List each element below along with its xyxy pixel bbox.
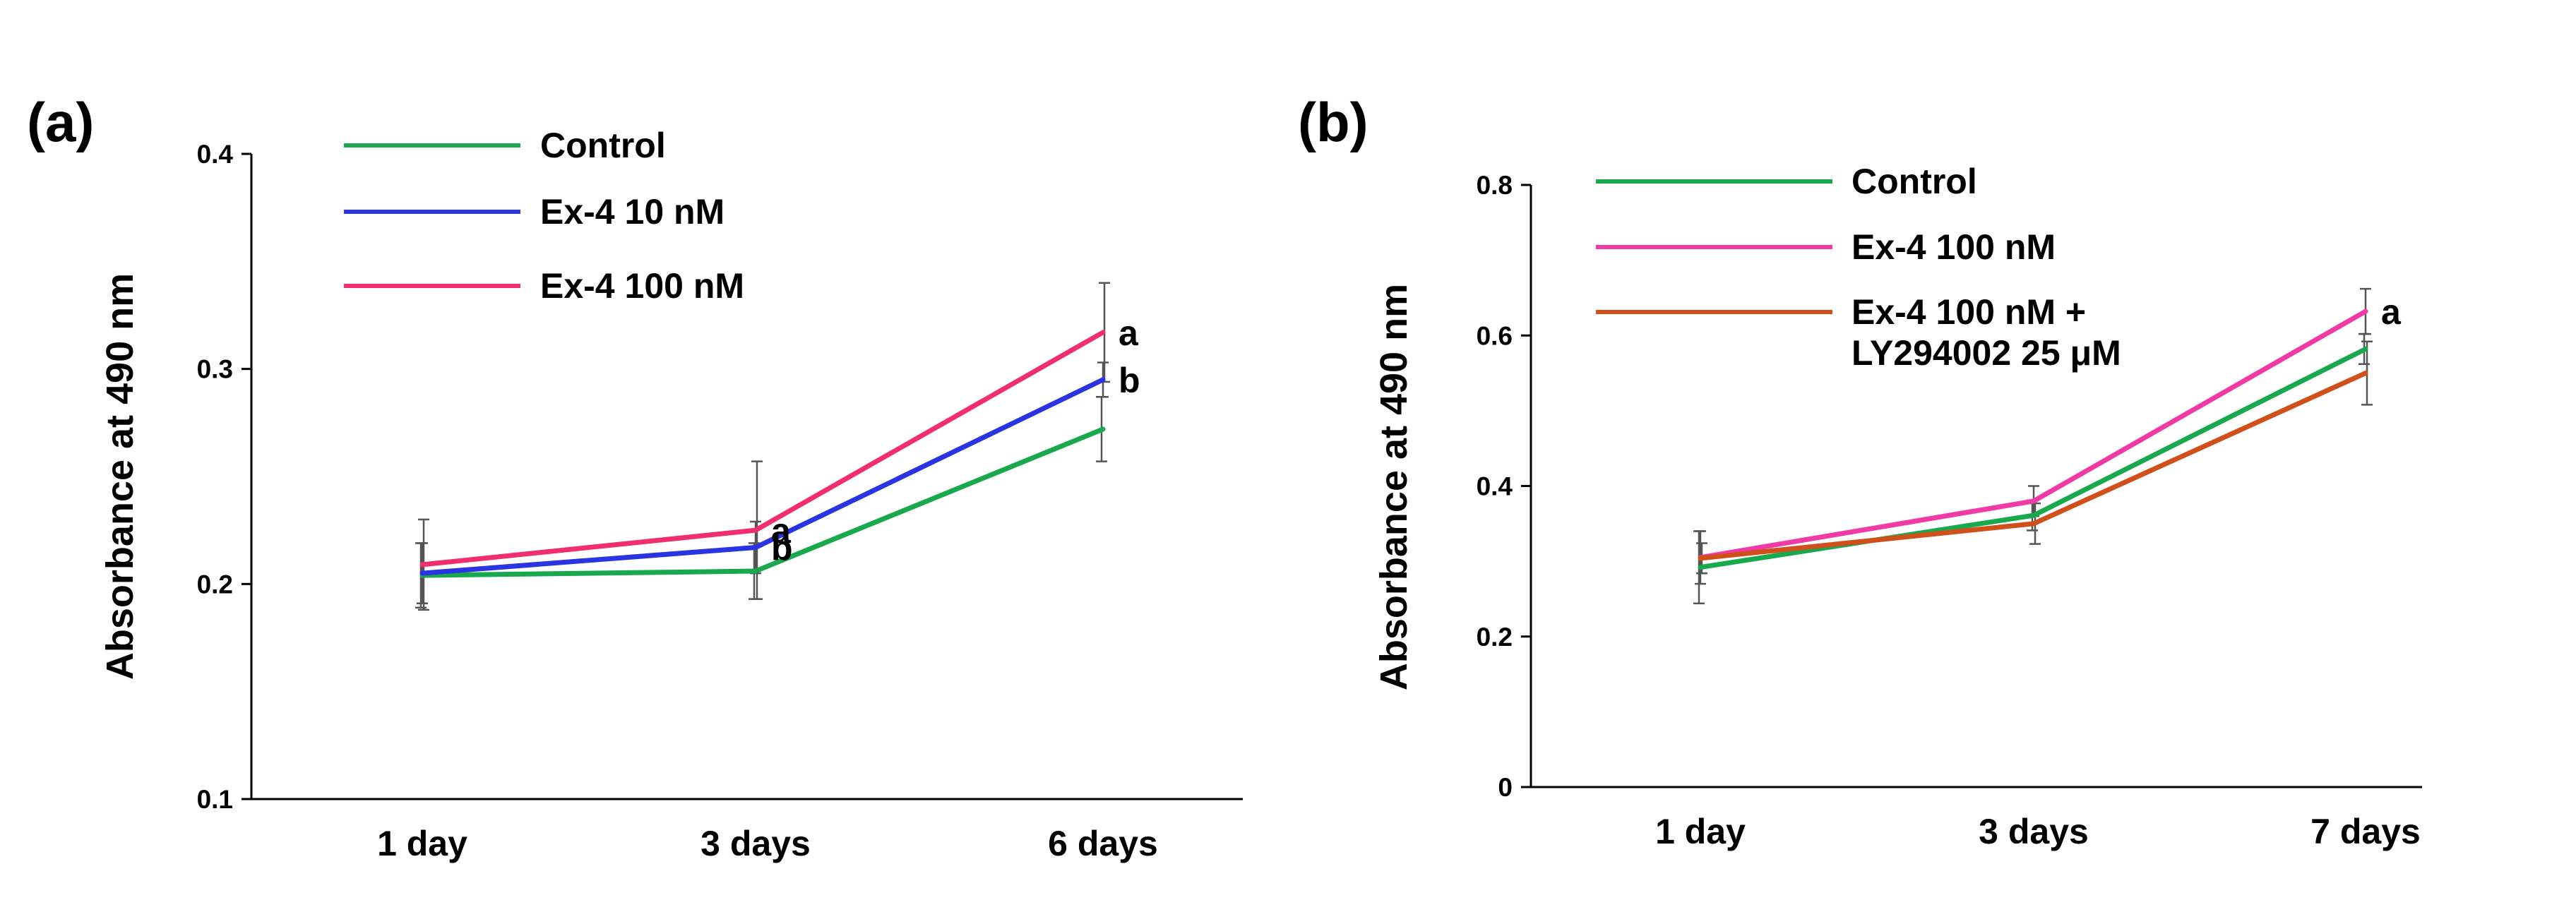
y-tick-label: 0.4 <box>197 140 234 169</box>
panel-a: (a) 0.1 0.2 0.3 0.4 1 day 3 days 6 days Absorban… <box>27 91 1243 863</box>
y-tick-label: 0.1 <box>197 785 233 814</box>
series-line <box>1698 346 2368 570</box>
legend-label: Control <box>1852 162 1977 201</box>
legend-label: Ex-4 100 nM <box>1852 227 2056 267</box>
legend-label: Control <box>540 126 666 165</box>
legend-entry: Ex-4 100 nM +LY294002 25 μM <box>1596 292 2121 373</box>
series-line <box>419 426 1106 578</box>
legend-label: Ex-4 100 nM + <box>1852 292 2086 332</box>
panel-b: (b) 0 0.2 0.4 0.6 0.8 1 day 3 days 7 days Absorba… <box>1298 91 2422 851</box>
legend-label: Ex-4 100 nM <box>540 266 744 306</box>
legend-entry: Control <box>344 126 666 165</box>
x-tick-label: 1 day <box>377 824 467 863</box>
significance-label: b <box>1119 361 1140 400</box>
y-tick-label: 0.8 <box>1477 171 1513 200</box>
legend-label: Ex-4 10 nM <box>540 192 724 232</box>
y-tick-label: 0.6 <box>1477 321 1513 350</box>
series-line <box>1698 308 2368 560</box>
significance-label: b <box>771 529 793 568</box>
x-tick-label: 3 days <box>700 824 811 863</box>
panel-label: (b) <box>1298 91 1368 153</box>
y-tick-label: 0.4 <box>1477 472 1513 501</box>
y-axis-label: Absorbance at 490 nm <box>1373 284 1415 690</box>
series-line <box>419 377 1106 576</box>
x-tick-label: 7 days <box>2310 812 2421 851</box>
series-line <box>1698 371 2368 561</box>
significance-label: a <box>1119 313 1139 353</box>
legend-entry: Ex-4 100 nM <box>1596 227 2056 267</box>
significance-label: a <box>2381 292 2402 332</box>
series-line <box>419 330 1106 568</box>
x-tick-label: 1 day <box>1655 812 1746 851</box>
legend-entry: Ex-4 10 nM <box>344 192 724 232</box>
y-tick-label: 0.3 <box>197 355 233 384</box>
legend-entry: Ex-4 100 nM <box>344 266 744 306</box>
x-tick-label: 3 days <box>1979 812 2089 851</box>
y-axis-label: Absorbance at 490 nm <box>99 273 141 680</box>
legend-label: LY294002 25 μM <box>1852 333 2121 373</box>
panel-label: (a) <box>27 91 94 153</box>
x-tick-label: 6 days <box>1048 824 1158 863</box>
y-tick-label: 0.2 <box>197 570 233 599</box>
y-tick-label: 0 <box>1498 773 1513 802</box>
significance-label: a <box>771 511 792 551</box>
legend-entry: Control <box>1596 162 1977 201</box>
y-tick-label: 0.2 <box>1477 623 1513 652</box>
